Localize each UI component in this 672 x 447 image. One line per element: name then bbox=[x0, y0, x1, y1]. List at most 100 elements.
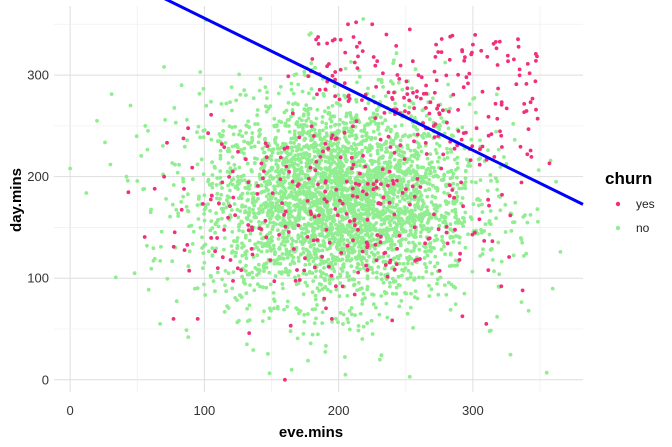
point-no bbox=[300, 171, 305, 176]
point-no bbox=[326, 142, 331, 147]
point-yes bbox=[480, 89, 485, 94]
point-no bbox=[298, 198, 302, 202]
point-no bbox=[293, 216, 297, 221]
point-yes bbox=[315, 238, 320, 242]
point-no bbox=[314, 143, 319, 148]
point-yes bbox=[387, 200, 392, 205]
point-no bbox=[307, 91, 311, 96]
point-yes bbox=[460, 314, 465, 319]
point-no bbox=[325, 187, 329, 191]
point-no bbox=[424, 265, 429, 270]
point-yes bbox=[312, 134, 316, 138]
point-no bbox=[237, 224, 241, 229]
point-no bbox=[277, 180, 282, 185]
point-no bbox=[419, 193, 424, 198]
point-no bbox=[218, 153, 223, 158]
point-no bbox=[298, 152, 303, 157]
point-yes bbox=[493, 101, 498, 106]
point-no bbox=[488, 173, 493, 177]
point-no bbox=[354, 135, 359, 140]
point-yes bbox=[424, 83, 428, 88]
point-no bbox=[350, 248, 354, 253]
point-no bbox=[381, 184, 386, 189]
point-yes bbox=[407, 98, 412, 103]
point-no bbox=[252, 161, 257, 165]
point-yes bbox=[405, 92, 410, 96]
point-no bbox=[171, 183, 176, 187]
point-yes bbox=[249, 247, 254, 251]
point-yes bbox=[365, 268, 370, 272]
point-no bbox=[415, 151, 420, 155]
point-no bbox=[330, 185, 334, 190]
point-no bbox=[409, 249, 413, 254]
point-no bbox=[301, 126, 305, 130]
point-no bbox=[240, 245, 244, 250]
point-no bbox=[361, 17, 366, 21]
point-no bbox=[512, 137, 517, 142]
point-no bbox=[437, 155, 442, 160]
point-yes bbox=[360, 249, 365, 254]
point-no bbox=[236, 215, 241, 220]
point-no bbox=[364, 133, 368, 138]
point-no bbox=[128, 103, 133, 108]
point-no bbox=[436, 292, 441, 297]
point-no bbox=[303, 280, 308, 285]
point-no bbox=[348, 258, 353, 263]
point-yes bbox=[434, 78, 439, 83]
point-no bbox=[232, 239, 237, 244]
point-no bbox=[427, 294, 432, 298]
point-no bbox=[408, 275, 413, 280]
point-no bbox=[373, 212, 378, 217]
point-no bbox=[267, 371, 272, 376]
point-yes bbox=[355, 44, 359, 49]
point-no bbox=[410, 86, 414, 91]
point-no bbox=[281, 256, 286, 261]
point-no bbox=[349, 204, 354, 209]
legend-title: churn bbox=[605, 169, 652, 188]
point-no bbox=[202, 212, 207, 216]
point-yes bbox=[376, 201, 381, 205]
point-no bbox=[271, 147, 276, 152]
point-no bbox=[378, 228, 383, 233]
point-no bbox=[270, 165, 275, 170]
point-no bbox=[259, 249, 264, 254]
point-no bbox=[312, 149, 317, 154]
point-yes bbox=[316, 42, 321, 46]
point-no bbox=[373, 208, 377, 213]
point-yes bbox=[235, 266, 240, 271]
point-no bbox=[198, 70, 203, 74]
point-no bbox=[448, 235, 453, 240]
point-no bbox=[467, 102, 472, 107]
point-no bbox=[337, 122, 342, 127]
point-no bbox=[389, 127, 393, 132]
point-no bbox=[336, 224, 341, 229]
point-no bbox=[447, 264, 452, 268]
point-no bbox=[146, 129, 150, 133]
point-no bbox=[301, 246, 306, 251]
point-no bbox=[240, 274, 245, 279]
point-no bbox=[253, 242, 257, 247]
point-yes bbox=[470, 144, 475, 149]
point-no bbox=[266, 244, 271, 248]
point-no bbox=[172, 106, 177, 110]
point-no bbox=[244, 216, 249, 220]
point-no bbox=[218, 197, 222, 201]
point-no bbox=[369, 137, 374, 142]
point-no bbox=[346, 141, 351, 145]
point-yes bbox=[439, 166, 444, 171]
point-no bbox=[267, 316, 272, 321]
point-no bbox=[511, 253, 516, 258]
point-no bbox=[411, 240, 415, 245]
point-no bbox=[184, 204, 189, 209]
point-yes bbox=[447, 57, 452, 62]
point-no bbox=[389, 242, 393, 247]
point-no bbox=[376, 169, 381, 173]
point-no bbox=[394, 51, 399, 56]
point-yes bbox=[246, 228, 251, 233]
point-no bbox=[341, 322, 345, 326]
point-no bbox=[461, 224, 466, 229]
point-no bbox=[332, 169, 337, 174]
point-no bbox=[323, 278, 327, 283]
point-no bbox=[262, 269, 266, 273]
point-no bbox=[309, 143, 314, 148]
